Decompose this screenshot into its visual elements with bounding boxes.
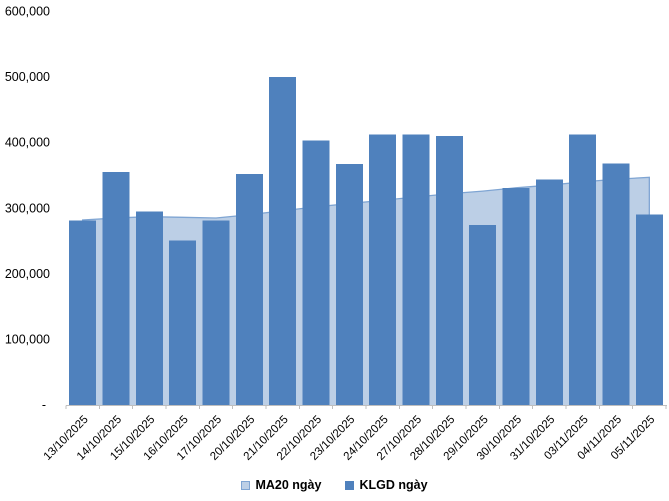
volume-bar-03/11/2025 <box>569 134 597 405</box>
legend-label-klgd: KLGD ngày <box>359 478 428 492</box>
volume-bar-27/10/2025 <box>402 134 430 405</box>
y-tick-label: 200,000 <box>5 267 50 281</box>
volume-bar-31/10/2025 <box>535 179 563 405</box>
volume-bar-24/10/2025 <box>369 134 397 405</box>
volume-bar-15/10/2025 <box>135 211 163 405</box>
legend-label-ma20: MA20 ngày <box>255 478 322 492</box>
volume-bar-05/11/2025 <box>635 214 663 405</box>
volume-bar-21/10/2025 <box>269 76 297 406</box>
y-tick-label: 600,000 <box>5 5 50 19</box>
legend-item-ma20: MA20 ngày <box>241 478 321 492</box>
volume-bar-04/11/2025 <box>602 163 630 405</box>
volume-bar-28/10/2025 <box>435 135 463 405</box>
volume-bar-22/10/2025 <box>302 140 330 406</box>
volume-bar-16/10/2025 <box>169 240 197 405</box>
ma20-area-swatch-icon <box>241 480 251 490</box>
volume-bar-14/10/2025 <box>102 172 130 405</box>
legend-item-klgd: KLGD ngày <box>345 478 428 492</box>
volume-bar-20/10/2025 <box>235 174 263 405</box>
volume-bar-17/10/2025 <box>202 220 230 405</box>
y-tick-label: 500,000 <box>5 70 50 84</box>
y-tick-label: - <box>42 398 46 412</box>
volume-bar-13/10/2025 <box>69 220 97 405</box>
chart-legend: MA20 ngày KLGD ngày <box>0 478 669 492</box>
klgd-bar-swatch-icon <box>345 480 355 490</box>
volume-chart: 600,000 500,000 400,000 300,000 200,000 100,0… <box>5 5 667 463</box>
y-tick-label: 300,000 <box>5 201 50 215</box>
volume-bar-29/10/2025 <box>469 225 497 405</box>
y-tick-label: 100,000 <box>5 333 50 347</box>
y-tick-label: 400,000 <box>5 136 50 150</box>
volume-bar-23/10/2025 <box>335 164 363 405</box>
volume-bar-30/10/2025 <box>502 187 530 405</box>
ma20-area <box>82 177 650 405</box>
